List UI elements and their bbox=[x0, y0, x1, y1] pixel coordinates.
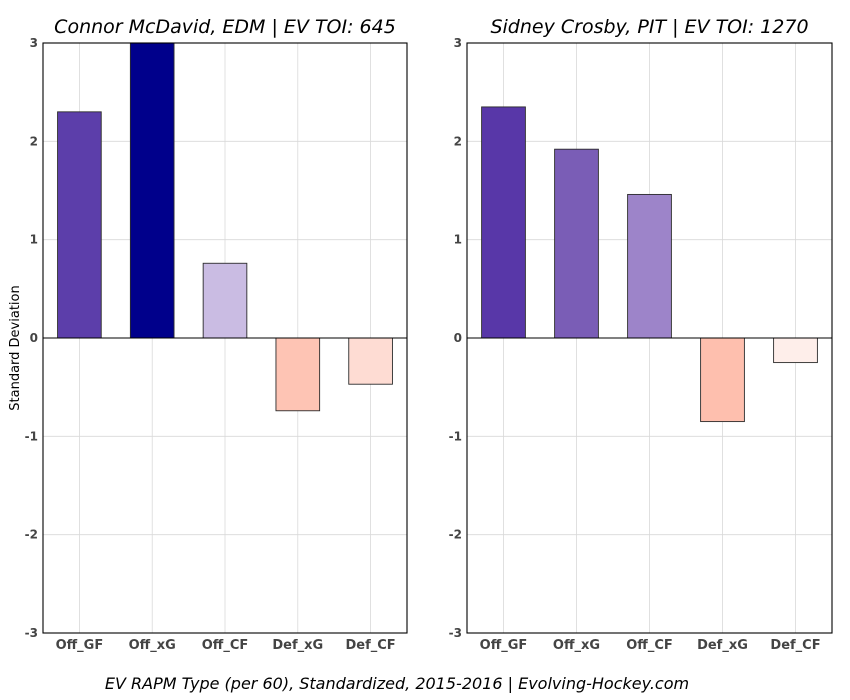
x-tick-label: Def_CF bbox=[770, 638, 820, 653]
x-tick-label: Def_xG bbox=[272, 638, 323, 653]
bar-off-xg bbox=[129, 42, 175, 339]
x-tick-label: Def_CF bbox=[346, 638, 396, 653]
x-tick-label: Off_xG bbox=[129, 638, 176, 653]
bar-def-cf bbox=[773, 337, 818, 364]
y-tick-label: -1 bbox=[449, 429, 462, 443]
y-tick-label: 2 bbox=[454, 134, 462, 148]
x-tick-label: Off_GF bbox=[480, 638, 528, 653]
panel-title: Sidney Crosby, PIT | EV TOI: 1270 bbox=[490, 16, 808, 38]
bar-off-gf bbox=[57, 111, 102, 339]
y-axis-label: Standard Deviation bbox=[8, 285, 23, 410]
bar-def-cf bbox=[348, 337, 393, 385]
figure-caption: EV RAPM Type (per 60), Standardized, 201… bbox=[105, 674, 689, 693]
bar-off-xg bbox=[554, 148, 599, 339]
plot-frame bbox=[466, 42, 833, 634]
crosby-panel: -3 -2 -1 0 1 2 3 Off_GF Off_xG Off_CF Def_xG Def_CF… bbox=[449, 16, 833, 653]
y-tick-label: 0 bbox=[30, 331, 38, 345]
y-tick-label: -1 bbox=[25, 429, 38, 443]
bar-off-gf bbox=[481, 106, 526, 339]
mcdavid-panel: -3 -2 -1 0 1 2 3 Off_GF Off_xG Off_CF Def_xG Def_CF… bbox=[8, 16, 408, 653]
y-tick-label: 3 bbox=[454, 36, 462, 50]
x-tick-label: Off_xG bbox=[553, 638, 600, 653]
y-tick-label: -2 bbox=[449, 528, 462, 542]
y-tick-label: -2 bbox=[25, 528, 38, 542]
bar-off-cf bbox=[202, 262, 248, 339]
panel-title: Connor McDavid, EDM | EV TOI: 645 bbox=[54, 16, 396, 38]
x-tick-label: Off_CF bbox=[202, 638, 249, 653]
y-tick-label: -3 bbox=[25, 626, 38, 640]
bar-def-xg bbox=[700, 337, 745, 423]
plot-frame bbox=[42, 42, 408, 634]
y-tick-label: 3 bbox=[30, 36, 38, 50]
y-tick-label: -3 bbox=[449, 626, 462, 640]
bar-def-xg bbox=[275, 337, 321, 412]
y-tick-label: 1 bbox=[30, 233, 38, 247]
y-tick-label: 0 bbox=[454, 331, 462, 345]
y-tick-label: 2 bbox=[30, 134, 38, 148]
x-tick-label: Def_xG bbox=[697, 638, 748, 653]
x-tick-label: Off_CF bbox=[626, 638, 673, 653]
y-tick-label: 1 bbox=[454, 233, 462, 247]
bar-off-cf bbox=[627, 193, 672, 339]
x-tick-label: Off_GF bbox=[56, 638, 104, 653]
